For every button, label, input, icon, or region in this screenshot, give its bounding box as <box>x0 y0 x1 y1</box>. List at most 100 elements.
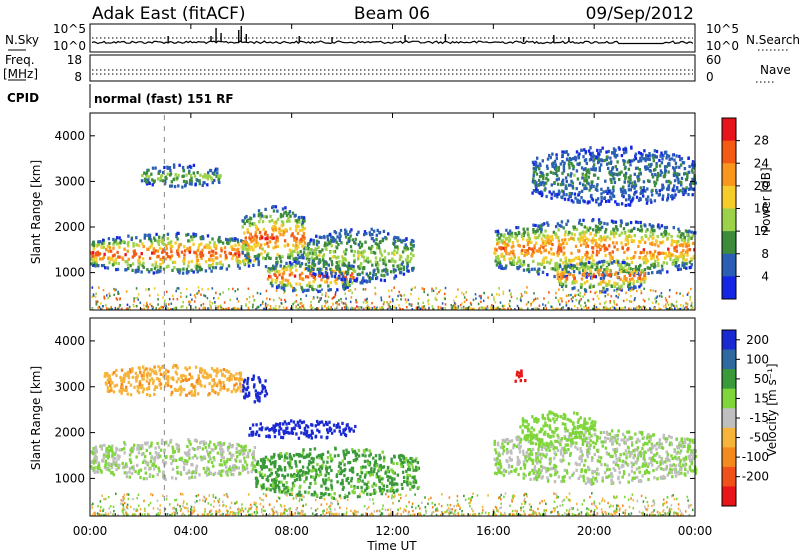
ground-scatter-cell <box>264 304 267 308</box>
heatmap-cell <box>290 428 294 432</box>
ground-scatter-cell <box>404 298 407 301</box>
heatmap-cell <box>308 257 311 261</box>
heatmap-cell <box>214 167 218 171</box>
heatmap-cell <box>100 264 104 268</box>
heatmap-cell <box>95 456 98 460</box>
heatmap-cell <box>656 174 660 178</box>
ground-scatter-cell <box>595 290 598 294</box>
heatmap-cell <box>534 223 537 228</box>
ground-scatter-cell <box>314 308 317 311</box>
heatmap-cell <box>663 226 667 230</box>
heatmap-cell <box>352 268 355 272</box>
heatmap-cell <box>204 175 207 179</box>
ground-scatter-cell <box>609 307 611 310</box>
heatmap-cell <box>600 199 603 203</box>
nave-tick-bottom: 0 <box>706 70 714 84</box>
heatmap-cell <box>246 228 249 232</box>
heatmap-cell <box>538 174 542 179</box>
heatmap-cell <box>600 265 603 269</box>
heatmap-cell <box>604 189 608 193</box>
heatmap-cell <box>619 277 622 281</box>
ground-scatter-cell <box>675 291 678 295</box>
heatmap-cell <box>584 253 587 257</box>
heatmap-cell <box>111 263 115 267</box>
heatmap-cell <box>415 457 418 461</box>
heatmap-cell <box>328 420 331 424</box>
heatmap-cell <box>126 260 129 264</box>
heatmap-cell <box>588 265 591 270</box>
heatmap-cell <box>532 162 536 166</box>
heatmap-cell <box>641 237 644 242</box>
ground-scatter-cell <box>95 292 97 295</box>
heatmap-cell <box>192 171 195 175</box>
heatmap-cell <box>133 253 136 258</box>
heatmap-cell <box>613 272 617 276</box>
heatmap-cell <box>554 262 557 266</box>
heatmap-cell <box>648 152 651 156</box>
ground-scatter-cell <box>300 307 303 311</box>
heatmap-cell <box>599 239 603 243</box>
ground-scatter-cell <box>196 292 198 295</box>
ground-scatter-cell <box>220 306 222 309</box>
heatmap-cell <box>383 249 386 253</box>
heatmap-cell <box>344 283 347 287</box>
ground-scatter-cell <box>642 298 645 301</box>
heatmap-cell <box>255 226 258 230</box>
heatmap-cell <box>274 241 277 245</box>
heatmap-cell <box>291 232 294 236</box>
heatmap-cell <box>312 238 315 243</box>
heatmap-cell <box>331 255 335 259</box>
heatmap-cell <box>237 250 241 255</box>
heatmap-cell <box>662 154 665 158</box>
heatmap-cell <box>113 452 117 456</box>
heatmap-cell <box>585 245 588 249</box>
ground-scatter-cell <box>187 300 190 303</box>
heatmap-cell <box>256 244 259 248</box>
heatmap-cell <box>244 444 247 448</box>
heatmap-cell <box>518 244 521 248</box>
heatmap-cell <box>576 262 579 266</box>
heatmap-cell <box>564 150 567 154</box>
heatmap-cell <box>313 252 317 256</box>
heatmap-cell <box>397 236 400 240</box>
heatmap-cell <box>561 171 564 175</box>
heatmap-cell <box>585 241 588 245</box>
heatmap-cell <box>686 248 689 252</box>
heatmap-cell <box>680 183 683 187</box>
heatmap-cell <box>246 230 250 234</box>
heatmap-cell <box>667 154 671 158</box>
heatmap-cell <box>614 220 618 224</box>
heatmap-cell <box>324 271 328 275</box>
heatmap-cell <box>411 244 415 248</box>
heatmap-cell <box>278 273 281 277</box>
heatmap-cell <box>554 232 557 236</box>
ground-scatter-cell <box>434 297 437 301</box>
heatmap-cell <box>272 246 275 250</box>
heatmap-cell <box>651 236 654 240</box>
heatmap-cell <box>274 266 277 270</box>
ground-scatter-cell <box>132 303 135 307</box>
heatmap-cell <box>214 266 218 270</box>
heatmap-cell <box>251 222 254 226</box>
ground-scatter-cell <box>559 303 561 306</box>
heatmap-cell <box>521 248 524 252</box>
heatmap-cell <box>585 161 588 165</box>
heatmap-cell <box>350 249 353 253</box>
heatmap-cell <box>199 254 202 258</box>
heatmap-cell <box>238 452 241 456</box>
heatmap-cell <box>687 244 690 248</box>
heatmap-cell <box>358 266 361 271</box>
heatmap-cell <box>588 256 591 260</box>
heatmap-cell <box>515 233 519 237</box>
heatmap-cell <box>142 477 146 481</box>
heatmap-cell <box>596 197 600 201</box>
ground-scatter-cell <box>98 286 100 289</box>
heatmap-cell <box>318 235 321 239</box>
heatmap-cell <box>626 242 630 246</box>
heatmap-cell <box>542 245 545 249</box>
heatmap-cell <box>532 171 536 175</box>
ground-scatter-cell <box>405 300 408 304</box>
heatmap-cell <box>679 189 682 193</box>
ground-scatter-cell <box>411 287 414 290</box>
heatmap-cell <box>316 428 319 432</box>
